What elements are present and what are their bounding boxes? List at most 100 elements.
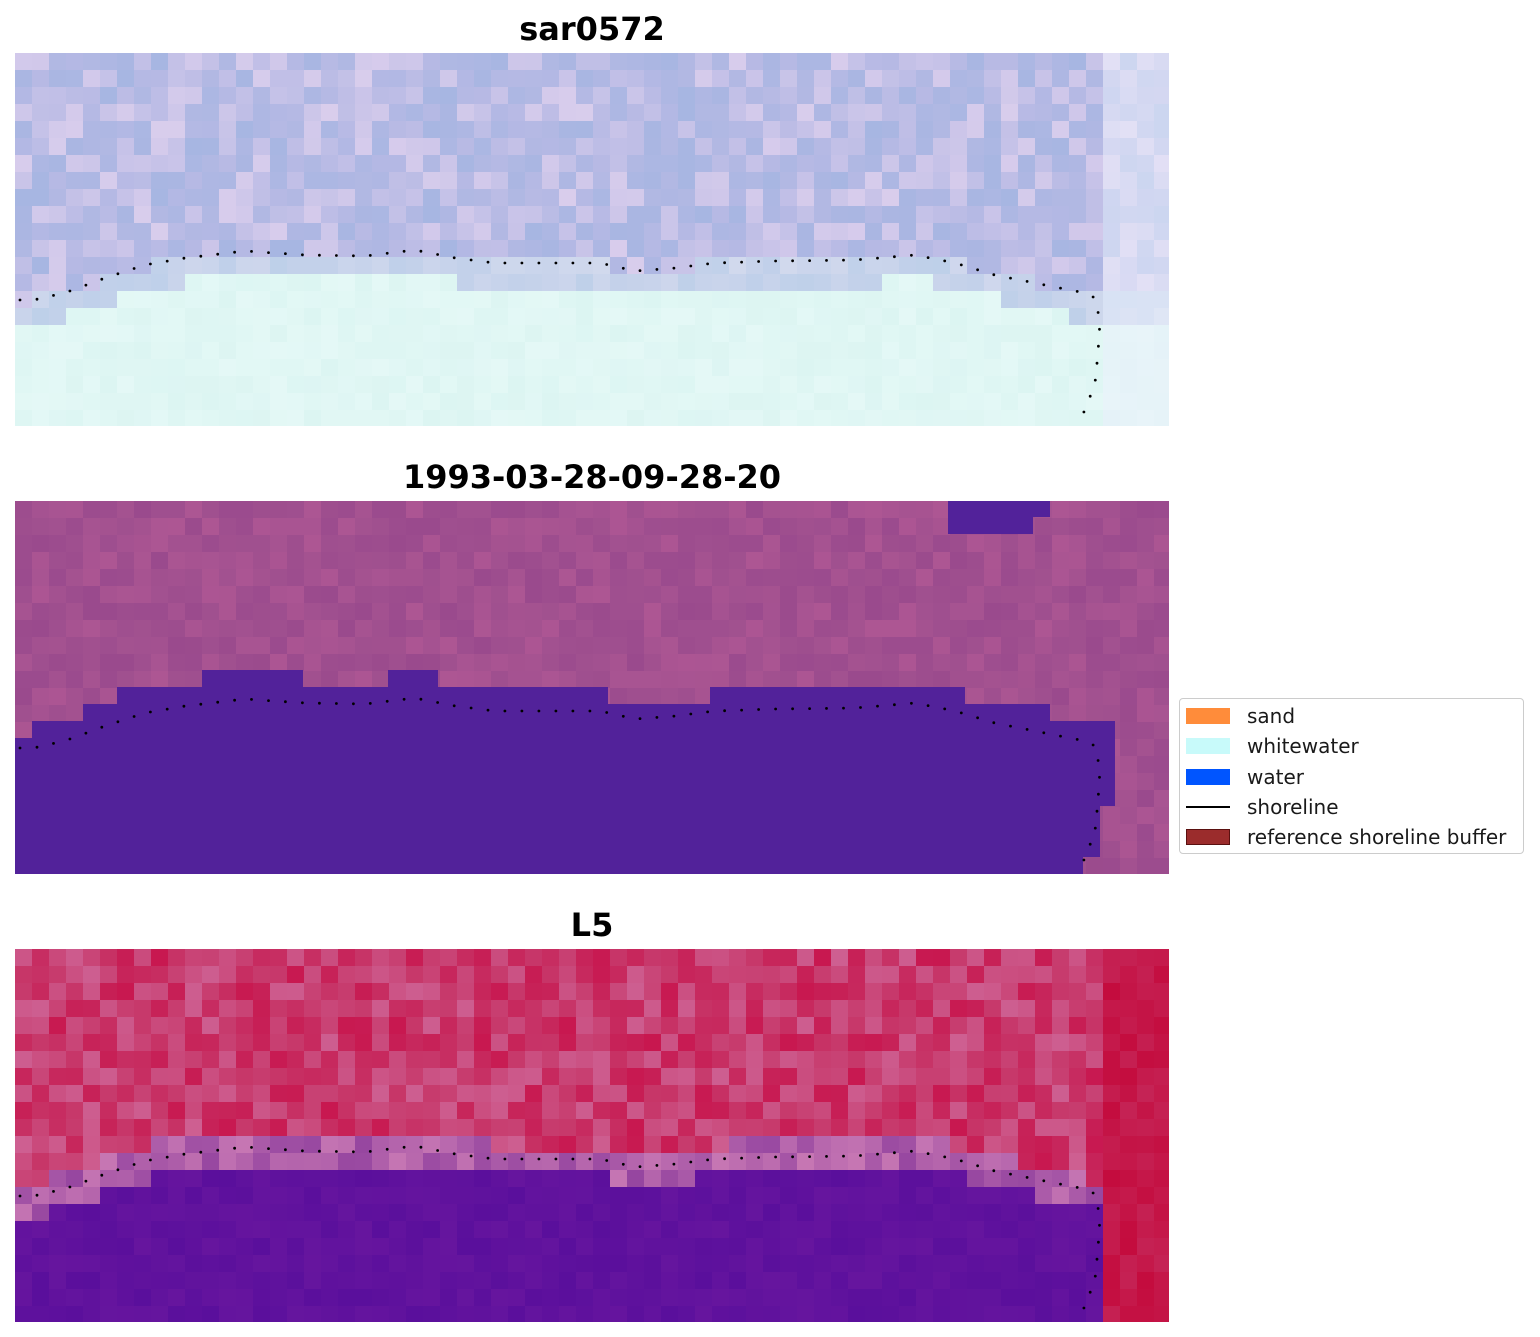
water-class-patch [948,517,1033,534]
l5-pixel [797,1255,814,1272]
l5-pixel [610,1085,627,1102]
background-pixel [355,586,372,603]
l5-pixel [1154,1204,1169,1221]
sar-pixel [389,172,406,189]
sar-pixel [678,410,695,426]
l5-pixel [525,1306,542,1322]
l5-pixel [457,1119,474,1136]
background-pixel [66,688,83,705]
sar-pixel [763,325,780,342]
background-pixel [117,518,134,535]
sar-pixel [117,376,134,393]
sar-pixel [644,70,661,87]
shoreline-dot [571,709,575,713]
sar-pixel [219,53,236,70]
l5-pixel [185,966,202,983]
sar-pixel [83,240,100,257]
sar-pixel [746,104,763,121]
l5-pixel [287,1238,304,1255]
sar-pixel [559,189,576,206]
sar-pixel [253,359,270,376]
sar-pixel [780,155,797,172]
sar-pixel [576,206,593,223]
l5-pixel [508,966,525,983]
l5-pixel [389,1187,406,1204]
background-pixel [15,637,32,654]
background-pixel [321,603,338,620]
sar-pixel [134,138,151,155]
l5-pixel [406,1051,423,1068]
sar-pixel [797,342,814,359]
sar-pixel [100,138,117,155]
l5-pixel [1154,1102,1169,1119]
l5-pixel [457,1068,474,1085]
background-pixel [1154,858,1169,874]
shoreline-dot [1025,1176,1029,1179]
sar-pixel [746,172,763,189]
sar-pixel [185,274,202,291]
l5-pixel [270,1017,287,1034]
l5-pixel [933,949,950,966]
background-pixel [304,654,321,671]
l5-pixel [814,1153,831,1170]
sar-pixel [950,53,967,70]
l5-pixel [49,1068,66,1085]
l5-pixel [270,1238,287,1255]
background-pixel [100,501,117,518]
l5-pixel [780,1204,797,1221]
l5-pixel [559,1068,576,1085]
sar-pixel [610,325,627,342]
l5-pixel [151,1170,168,1187]
sar-pixel [644,155,661,172]
sar-pixel [49,308,66,325]
background-pixel [763,654,780,671]
sar-pixel [899,172,916,189]
background-pixel [83,688,100,705]
l5-pixel [916,1136,933,1153]
l5-pixel [746,1017,763,1034]
background-pixel [202,603,219,620]
shoreline-dot [689,712,693,716]
l5-pixel [66,1085,83,1102]
l5-pixel [678,1289,695,1306]
l5-pixel [559,1289,576,1306]
sar-pixel [1001,308,1018,325]
sar-pixel [321,359,338,376]
l5-pixel [49,1204,66,1221]
background-pixel [83,518,100,535]
sar-pixel [882,240,899,257]
l5-pixel [338,1068,355,1085]
l5-pixel [967,1255,984,1272]
l5-pixel [899,1255,916,1272]
background-pixel [644,620,661,637]
l5-pixel [610,1289,627,1306]
sar-pixel [1154,342,1169,359]
l5-pixel [950,1170,967,1187]
l5-pixel [712,1204,729,1221]
sar-pixel [627,70,644,87]
sar-pixel [678,70,695,87]
background-pixel [83,501,100,518]
l5-pixel [117,1034,134,1051]
l5-pixel [1035,1306,1052,1322]
sar-pixel [1035,53,1052,70]
l5-pixel [185,1017,202,1034]
sar-pixel [695,53,712,70]
background-pixel [1018,535,1035,552]
l5-pixel [1086,949,1103,966]
sar-pixel [525,274,542,291]
l5-pixel [1154,1306,1169,1322]
background-pixel [389,654,406,671]
l5-pixel [644,1204,661,1221]
l5-pixel [797,1102,814,1119]
sar-pixel [712,291,729,308]
sar-pixel [321,376,338,393]
sar-pixel [423,223,440,240]
l5-pixel [202,983,219,1000]
l5-pixel [338,1187,355,1204]
l5-pixel [372,1085,389,1102]
sar-pixel [508,70,525,87]
sar-pixel [882,308,899,325]
sar-pixel [49,206,66,223]
background-pixel [1001,688,1018,705]
